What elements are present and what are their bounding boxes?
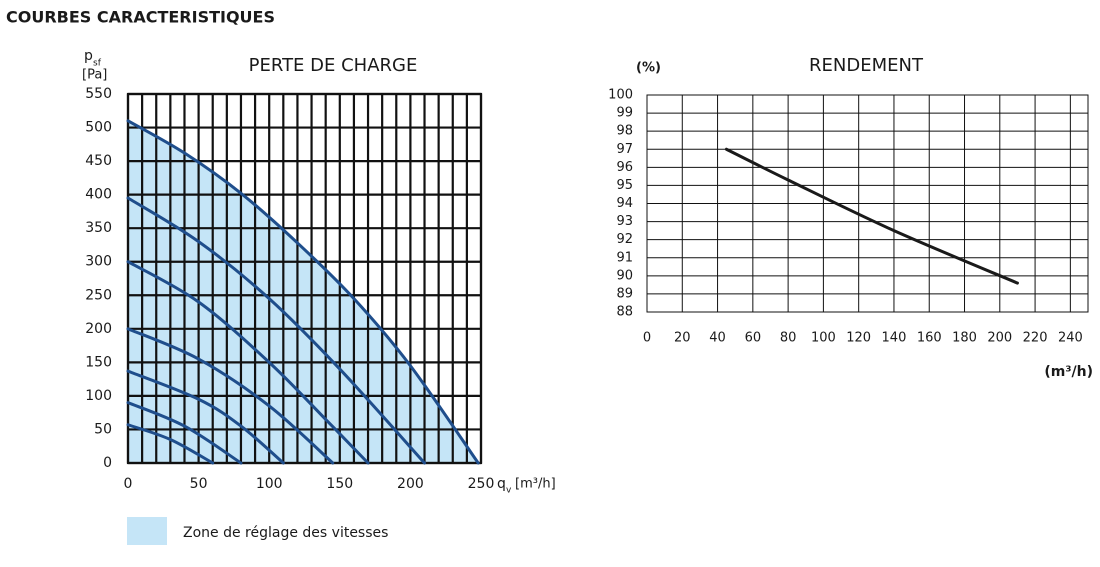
y-tick-label: 450 — [85, 153, 112, 169]
curve — [126, 196, 427, 465]
zone-area — [128, 120, 479, 463]
y-tick-label: 100 — [608, 88, 633, 103]
y-tick-label: 0 — [103, 455, 112, 471]
y-label-symbol: p — [84, 48, 93, 64]
x-tick-label: 250 — [468, 476, 495, 492]
x-tick-label: 150 — [326, 476, 353, 492]
x-label-symbol: q — [497, 476, 506, 492]
y-tick-label: 88 — [616, 305, 633, 320]
y-tick-label: 98 — [616, 124, 633, 139]
y-tick-label: 96 — [616, 160, 633, 175]
curve — [126, 369, 285, 465]
y-tick-label: 91 — [616, 250, 633, 265]
x-tick-label: 200 — [397, 476, 424, 492]
y-tick-label: 550 — [85, 86, 112, 102]
y-tick-label: 89 — [616, 286, 633, 301]
x-tick-label: 160 — [917, 331, 942, 346]
x-tick-label: 220 — [1023, 331, 1048, 346]
curve — [126, 401, 243, 465]
x-tick-label: 100 — [256, 476, 283, 492]
x-tick-label: 0 — [643, 331, 651, 346]
chart-title: RENDEMENT — [809, 55, 924, 76]
x-tick-label: 20 — [674, 331, 691, 346]
x-tick-label: 180 — [952, 331, 977, 346]
x-label: (m³/h) — [1044, 364, 1093, 380]
x-tick-label: 80 — [780, 331, 797, 346]
curve — [126, 327, 335, 465]
y-tick-label: 500 — [85, 120, 112, 136]
y-tick-label: 90 — [616, 268, 633, 283]
plot-frame — [126, 92, 483, 465]
y-tick-label: 95 — [616, 178, 633, 193]
y-tick-label: 300 — [85, 254, 112, 270]
plot-frame — [646, 94, 1089, 313]
curve — [126, 119, 480, 465]
x-tick-label: 120 — [846, 331, 871, 346]
x-tick-label: 100 — [811, 331, 836, 346]
y-tick-label: 350 — [85, 220, 112, 236]
x-tick-label: 40 — [709, 331, 726, 346]
y-tick-label: 250 — [85, 287, 112, 303]
y-tick-label: 99 — [616, 106, 633, 121]
chart-title: PERTE DE CHARGE — [249, 55, 418, 76]
curve — [126, 423, 215, 465]
y-tick-label: 92 — [616, 232, 633, 247]
y-tick-label: 400 — [85, 187, 112, 203]
y-label-subscript: sf — [93, 59, 102, 69]
curve — [126, 260, 370, 465]
x-tick-label: 50 — [190, 476, 208, 492]
legend-label: Zone de réglage des vitesses — [183, 525, 388, 541]
y-tick-label: 50 — [94, 421, 112, 437]
y-tick-label: 93 — [616, 214, 633, 229]
x-label-unit: [m³/h] — [515, 477, 556, 492]
x-label-subscript: v — [506, 486, 512, 496]
x-tick-label: 200 — [987, 331, 1012, 346]
y-label: (%) — [636, 61, 661, 76]
curve — [724, 147, 1019, 285]
page-title: COURBES CARACTERISTIQUES — [6, 8, 275, 27]
x-tick-label: 240 — [1058, 331, 1083, 346]
y-tick-label: 100 — [85, 388, 112, 404]
legend-swatch — [127, 517, 167, 545]
y-tick-label: 94 — [616, 196, 633, 211]
x-tick-label: 0 — [124, 476, 133, 492]
y-tick-label: 97 — [616, 142, 633, 157]
y-tick-label: 150 — [85, 354, 112, 370]
y-label-unit: [Pa] — [82, 68, 107, 83]
y-tick-label: 200 — [85, 321, 112, 337]
x-tick-label: 140 — [882, 331, 907, 346]
x-tick-label: 60 — [745, 331, 762, 346]
